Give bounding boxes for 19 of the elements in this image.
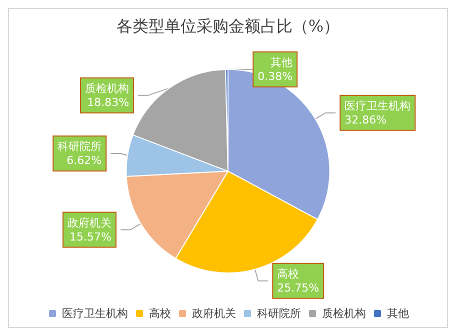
slice-label: 其他: [270, 56, 293, 69]
legend-label: 医疗卫生机构: [62, 307, 128, 320]
slice-label: 医疗卫生机构: [344, 99, 411, 112]
slice-label: 质检机构: [85, 82, 130, 95]
legend-label: 科研院所: [257, 307, 301, 320]
data-label: 15.57%: [70, 230, 112, 244]
data-label: 32.86%: [344, 113, 387, 126]
data-label: 6.62%: [66, 154, 102, 168]
data-label: 18.83%: [87, 96, 130, 109]
slice-label: 政府机关: [67, 216, 112, 230]
legend-label: 政府机关: [192, 307, 236, 320]
legend-label: 质检机构: [322, 307, 366, 320]
chart-title: 各类型单位采购金额占比（%）: [116, 16, 340, 36]
legend-label: 高校: [149, 307, 171, 320]
data-label: 25.75%: [277, 281, 320, 294]
legend-label: 其他: [387, 307, 409, 320]
slice-label: 高校: [277, 267, 300, 280]
data-label: 0.38%: [258, 70, 293, 83]
slice-label: 科研院所: [58, 140, 102, 154]
